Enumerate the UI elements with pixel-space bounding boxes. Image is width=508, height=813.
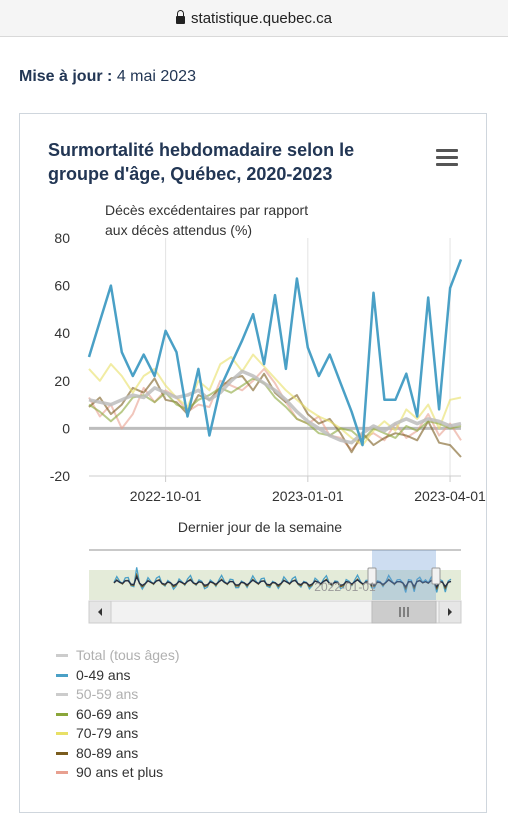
legend-swatch	[56, 751, 68, 755]
navigator-area	[89, 570, 461, 600]
series-line-0-49-ans	[87, 258, 463, 447]
legend-label: 80-89 ans	[76, 744, 139, 761]
y-tick-label: 0	[62, 420, 70, 436]
x-axis-title: Dernier jour de la semaine	[178, 519, 342, 535]
legend-item[interactable]: 0-49 ans	[56, 666, 180, 686]
hamburger-icon	[436, 149, 458, 152]
y-tick-label: 20	[54, 373, 70, 389]
update-line: Mise à jour : 4 mai 2023	[19, 68, 196, 86]
y-tick-label: -20	[50, 468, 70, 484]
series-line-80-89-ans	[88, 372, 462, 458]
series-line-60-69-ans	[88, 377, 462, 442]
y-tick-label: 60	[54, 278, 70, 294]
legend-item[interactable]: 70-79 ans	[56, 724, 180, 744]
browser-url-bar[interactable]: statistique.quebec.ca	[0, 0, 508, 37]
y-axis-title-line1: Décès excédentaires par rapport	[105, 202, 309, 218]
legend-swatch	[56, 654, 68, 658]
update-label: Mise à jour :	[19, 68, 113, 85]
legend-swatch	[56, 771, 68, 775]
legend-label: Total (tous âges)	[76, 647, 180, 663]
legend-item[interactable]: 90 ans et plus	[56, 763, 180, 783]
series-line-50-59-ans	[88, 369, 462, 445]
legend: Total (tous âges) 0-49 ans 50-59 ans 60-69 …	[56, 646, 180, 783]
legend-swatch	[56, 693, 68, 697]
update-date: 4 mai 2023	[116, 68, 196, 85]
legend-label: 0-49 ans	[76, 666, 131, 683]
y-tick-label: 80	[54, 230, 70, 246]
legend-label: 60-69 ans	[76, 705, 139, 722]
y-axis-title-line2: aux décès attendus (%)	[105, 222, 253, 238]
legend-label: 90 ans et plus	[76, 764, 164, 780]
x-tick-label: 2023-04-01	[414, 488, 486, 504]
legend-swatch	[56, 673, 68, 677]
url-text: statistique.quebec.ca	[191, 9, 332, 27]
chart-menu-button[interactable]	[436, 149, 458, 167]
chevron-right-icon	[448, 608, 452, 616]
legend-swatch	[56, 712, 68, 716]
legend-label: 70-79 ans	[76, 725, 139, 741]
legend-item[interactable]: 80-89 ans	[56, 744, 180, 764]
series-line-70-79-ans	[88, 353, 462, 447]
navigator-handle-left[interactable]	[367, 567, 377, 585]
chart-title: Surmortalité hebdomadaire selon le group…	[48, 140, 355, 184]
lock-icon	[176, 10, 186, 24]
legend-item[interactable]: 60-69 ans	[56, 705, 180, 725]
y-axis-title: Décès excédentaires par rapport aux décè…	[105, 200, 365, 240]
legend-label: 50-59 ans	[76, 686, 139, 702]
series-line-90-ans-et-plus	[88, 367, 462, 451]
legend-item[interactable]: Total (tous âges)	[56, 646, 180, 666]
x-tick-label: 2023-01-01	[272, 488, 344, 504]
navigator-series-total	[113, 575, 452, 589]
legend-item[interactable]: 50-59 ans	[56, 685, 180, 705]
chevron-left-icon	[98, 608, 102, 616]
navigator-selection[interactable]	[372, 550, 436, 600]
chart-svg: 2022-10-01 2023-01-01 2023-04-01 80 60 40 20 0 -…	[50, 230, 486, 624]
y-tick-label: 40	[54, 325, 70, 341]
x-tick-label: 2022-10-01	[130, 488, 202, 504]
navigator-handle-right[interactable]	[431, 567, 441, 585]
legend-swatch	[56, 732, 68, 736]
navigator-date-label: 2022-01-01	[314, 580, 376, 594]
chart-card: Surmortalité hebdomadaire selon le group…	[19, 113, 487, 813]
